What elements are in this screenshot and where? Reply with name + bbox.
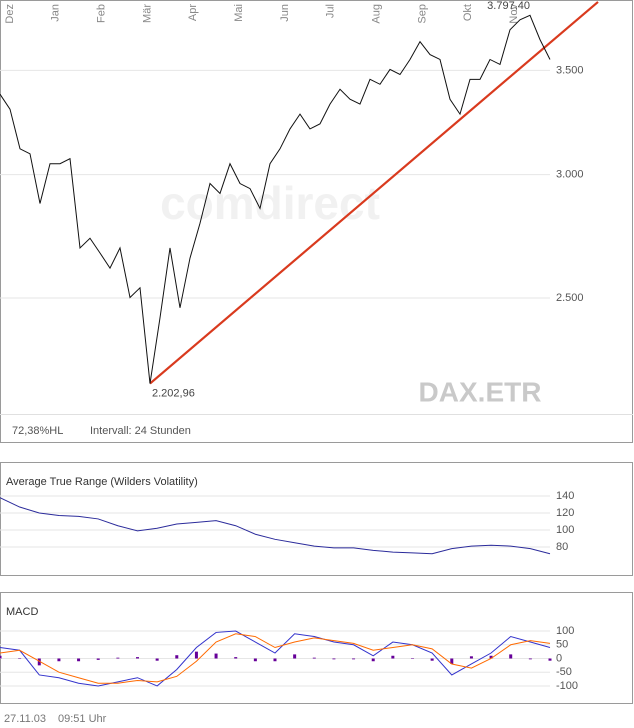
y-tick-label: 100 bbox=[556, 524, 574, 536]
macd-line bbox=[0, 633, 551, 684]
histogram-bar bbox=[136, 657, 139, 659]
x-tick-label: Jul bbox=[325, 4, 337, 18]
histogram-bar bbox=[352, 658, 356, 660]
macd-line bbox=[0, 630, 551, 687]
macd-panel bbox=[0, 592, 633, 704]
histogram-bar bbox=[293, 654, 297, 659]
x-tick-label: Mär bbox=[141, 4, 153, 23]
histogram-bar bbox=[548, 658, 552, 661]
histogram-bar bbox=[509, 654, 513, 659]
atr-line bbox=[0, 497, 551, 555]
value-label: 3.797,40 bbox=[487, 0, 530, 12]
x-tick-label: Nov bbox=[508, 4, 520, 24]
y-tick-label: -100 bbox=[556, 680, 578, 692]
y-tick-label: 50 bbox=[556, 639, 568, 651]
histogram-bar bbox=[411, 658, 414, 659]
histogram-bar bbox=[253, 658, 257, 662]
x-tick-label: Jun bbox=[279, 4, 291, 22]
histogram-bar bbox=[57, 658, 61, 662]
y-tick-label: 3.500 bbox=[556, 64, 584, 76]
x-tick-label: Aug bbox=[371, 4, 383, 24]
panel-title: MACD bbox=[6, 606, 38, 618]
price-line bbox=[0, 14, 551, 384]
y-tick-label: 0 bbox=[556, 652, 562, 664]
histogram-bar bbox=[371, 658, 375, 662]
histogram-bar bbox=[312, 657, 316, 659]
histogram-bar bbox=[234, 657, 238, 659]
histogram-bar bbox=[214, 653, 218, 659]
histogram-bar bbox=[391, 655, 395, 659]
instrument-label: DAX.ETR bbox=[419, 376, 542, 407]
histogram-bar bbox=[469, 656, 473, 659]
footer-date: 27.11.03 bbox=[4, 713, 46, 725]
histogram-bar bbox=[96, 658, 100, 660]
histogram-bar bbox=[155, 658, 159, 661]
histogram-bar bbox=[77, 658, 81, 662]
x-tick-label: Dez bbox=[4, 4, 16, 24]
trend-line bbox=[149, 1, 599, 385]
panel-title: Average True Range (Wilders Volatility) bbox=[6, 476, 198, 488]
price-panel bbox=[0, 0, 633, 443]
y-tick-label: -50 bbox=[556, 666, 572, 678]
histogram-bar bbox=[430, 658, 434, 661]
footer-time: 09:51 Uhr bbox=[58, 713, 107, 725]
y-tick-label: 2.500 bbox=[556, 292, 584, 304]
histogram-bar bbox=[528, 658, 532, 660]
x-tick-label: Feb bbox=[96, 4, 108, 23]
value-label: 2.202,96 bbox=[152, 387, 195, 399]
watermark: comdirect bbox=[160, 177, 380, 229]
histogram-bar bbox=[18, 658, 22, 659]
x-tick-label: Apr bbox=[187, 4, 199, 21]
info-text: Intervall: 24 Stunden bbox=[90, 425, 191, 437]
histogram-bar bbox=[489, 655, 493, 659]
y-tick-label: 80 bbox=[556, 541, 568, 553]
histogram-bar bbox=[37, 658, 41, 666]
histogram-bar bbox=[0, 655, 2, 659]
histogram-bar bbox=[273, 658, 277, 662]
histogram-bar bbox=[450, 658, 454, 664]
x-tick-label: Okt bbox=[462, 4, 474, 21]
x-tick-label: Mai bbox=[233, 4, 245, 22]
info-text: 72,38%HL bbox=[12, 425, 63, 437]
y-tick-label: 120 bbox=[556, 507, 574, 519]
atr-panel bbox=[0, 462, 633, 576]
histogram-bar bbox=[194, 651, 198, 659]
histogram-bar bbox=[116, 657, 120, 659]
histogram-bar bbox=[175, 655, 179, 659]
histogram-bar bbox=[332, 658, 336, 660]
x-tick-label: Jan bbox=[50, 4, 62, 22]
x-tick-label: Sep bbox=[416, 4, 428, 24]
y-tick-label: 140 bbox=[556, 490, 574, 502]
y-tick-label: 3.000 bbox=[556, 169, 584, 181]
y-tick-label: 100 bbox=[556, 625, 574, 637]
